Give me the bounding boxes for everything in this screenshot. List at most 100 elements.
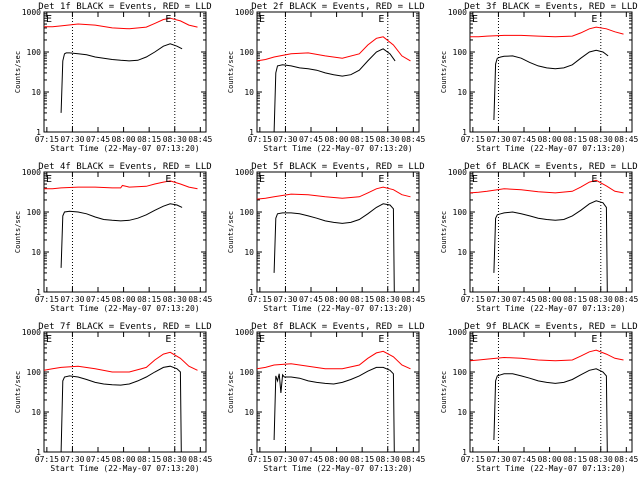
y-tick-label: 100 bbox=[240, 48, 255, 57]
x-tick-label: 08:00 bbox=[112, 295, 136, 304]
x-tick-label: 07:30 bbox=[486, 135, 510, 144]
y-tick-label: 100 bbox=[27, 368, 42, 377]
axes-frame bbox=[469, 331, 633, 453]
panel-title: Det 8f BLACK = Events, RED = LLD bbox=[251, 322, 424, 332]
events-series-line bbox=[493, 368, 608, 453]
x-tick-label: 08:30 bbox=[376, 295, 400, 304]
x-tick-label: 07:45 bbox=[512, 135, 536, 144]
y-tick-label: 1 bbox=[249, 288, 254, 297]
x-tick-label: 07:45 bbox=[299, 295, 323, 304]
x-tick-label: 07:45 bbox=[512, 295, 536, 304]
y-axis-label: Counts/sec bbox=[14, 211, 22, 253]
y-axis-label: Counts/sec bbox=[440, 51, 448, 93]
event-marker-label: E bbox=[472, 14, 478, 25]
y-tick-label: 10 bbox=[31, 408, 41, 417]
lld-series-line bbox=[256, 36, 411, 62]
panel-title: Det 4f BLACK = Events, RED = LLD bbox=[38, 162, 211, 172]
axes-frame bbox=[256, 331, 420, 453]
lld-series-line bbox=[256, 350, 411, 370]
x-tick-label: 07:15 bbox=[248, 455, 272, 464]
x-tick-label: 08:30 bbox=[163, 135, 187, 144]
x-axis-label: Start Time (22-May-07 07:13:20) bbox=[476, 464, 625, 473]
x-tick-label: 08:30 bbox=[589, 135, 613, 144]
x-tick-label: 08:15 bbox=[137, 295, 161, 304]
panel-title: Det 3f BLACK = Events, RED = LLD bbox=[464, 2, 637, 12]
x-tick-label: 08:30 bbox=[376, 455, 400, 464]
axes-frame bbox=[469, 171, 633, 293]
axes-frame bbox=[256, 11, 420, 133]
panel-title: Det 9f BLACK = Events, RED = LLD bbox=[464, 322, 637, 332]
x-tick-label: 07:15 bbox=[35, 455, 59, 464]
x-tick-label: 08:30 bbox=[163, 455, 187, 464]
event-marker-label: E bbox=[591, 174, 597, 185]
panel-title: Det 1f BLACK = Events, RED = LLD bbox=[38, 2, 211, 12]
x-tick-label: 07:30 bbox=[486, 295, 510, 304]
event-marker-label: E bbox=[259, 174, 265, 185]
events-series-line bbox=[273, 203, 395, 293]
y-tick-label: 100 bbox=[240, 368, 255, 377]
y-tick-label: 1 bbox=[462, 448, 467, 457]
event-marker-label: E bbox=[591, 14, 597, 25]
y-tick-label: 1000 bbox=[22, 328, 41, 337]
y-tick-label: 1 bbox=[462, 128, 467, 137]
x-tick-label: 08:45 bbox=[401, 455, 425, 464]
x-tick-label: 08:00 bbox=[325, 455, 349, 464]
x-tick-label: 07:15 bbox=[35, 135, 59, 144]
x-tick-label: 07:45 bbox=[86, 135, 110, 144]
panel-title: Det 7f BLACK = Events, RED = LLD bbox=[38, 322, 211, 332]
x-axis-label: Start Time (22-May-07 07:13:20) bbox=[50, 304, 199, 313]
event-marker-label: E bbox=[165, 14, 171, 25]
y-tick-label: 1 bbox=[249, 128, 254, 137]
chart-panel-8f: Det 8f BLACK = Events, RED = LLD 1 10 100 10… bbox=[227, 322, 426, 473]
events-series-line bbox=[493, 49, 609, 121]
lld-series-line bbox=[469, 349, 624, 362]
y-tick-label: 1000 bbox=[448, 8, 467, 17]
x-tick-label: 08:45 bbox=[614, 295, 638, 304]
x-tick-label: 08:45 bbox=[188, 295, 212, 304]
x-axis-label: Start Time (22-May-07 07:13:20) bbox=[263, 464, 412, 473]
x-tick-label: 07:30 bbox=[60, 295, 84, 304]
event-marker-label: E bbox=[591, 334, 597, 345]
x-tick-label: 08:15 bbox=[137, 135, 161, 144]
x-axis-label: Start Time (22-May-07 07:13:20) bbox=[476, 304, 625, 313]
lld-series-line bbox=[44, 180, 198, 190]
x-tick-label: 07:30 bbox=[273, 135, 297, 144]
events-series-line bbox=[273, 48, 396, 133]
axes-frame bbox=[43, 11, 207, 133]
y-tick-label: 10 bbox=[457, 408, 467, 417]
x-tick-label: 07:45 bbox=[299, 135, 323, 144]
y-axis-label: Counts/sec bbox=[14, 371, 22, 413]
x-tick-label: 07:30 bbox=[273, 295, 297, 304]
lld-series-line bbox=[43, 351, 198, 373]
y-tick-label: 10 bbox=[31, 248, 41, 257]
y-tick-label: 1000 bbox=[448, 328, 467, 337]
x-tick-label: 08:15 bbox=[563, 455, 587, 464]
x-tick-label: 08:15 bbox=[350, 295, 374, 304]
axes-frame bbox=[469, 11, 633, 133]
panel-title: Det 2f BLACK = Events, RED = LLD bbox=[251, 2, 424, 12]
chart-panel-7f: Det 7f BLACK = Events, RED = LLD 1 10 100 10… bbox=[14, 322, 213, 473]
x-tick-label: 08:00 bbox=[112, 135, 136, 144]
lld-series-line bbox=[469, 179, 624, 194]
x-tick-label: 08:00 bbox=[538, 455, 562, 464]
x-tick-label: 08:45 bbox=[188, 455, 212, 464]
event-marker-label: E bbox=[472, 174, 478, 185]
y-tick-label: 1000 bbox=[235, 168, 254, 177]
events-series-line bbox=[493, 200, 608, 293]
chart-panel-5f: Det 5f BLACK = Events, RED = LLD 1 10 100 10… bbox=[227, 162, 426, 313]
event-marker-label: E bbox=[259, 14, 265, 25]
events-series-line bbox=[60, 203, 183, 268]
events-series-line bbox=[60, 43, 183, 113]
y-tick-label: 100 bbox=[27, 48, 42, 57]
chart-panel-4f: Det 4f BLACK = Events, RED = LLD 1 10 100 10… bbox=[14, 162, 213, 313]
chart-panel-2f: Det 2f BLACK = Events, RED = LLD 1 10 100 10… bbox=[227, 2, 426, 153]
x-tick-label: 07:30 bbox=[60, 455, 84, 464]
event-marker-label: E bbox=[378, 174, 384, 185]
y-tick-label: 1 bbox=[249, 448, 254, 457]
x-tick-label: 08:45 bbox=[614, 135, 638, 144]
y-axis-label: Counts/sec bbox=[227, 51, 235, 93]
x-tick-label: 07:45 bbox=[299, 455, 323, 464]
chart-panel-3f: Det 3f BLACK = Events, RED = LLD 1 10 100 10… bbox=[440, 2, 639, 153]
event-marker-label: E bbox=[378, 14, 384, 25]
